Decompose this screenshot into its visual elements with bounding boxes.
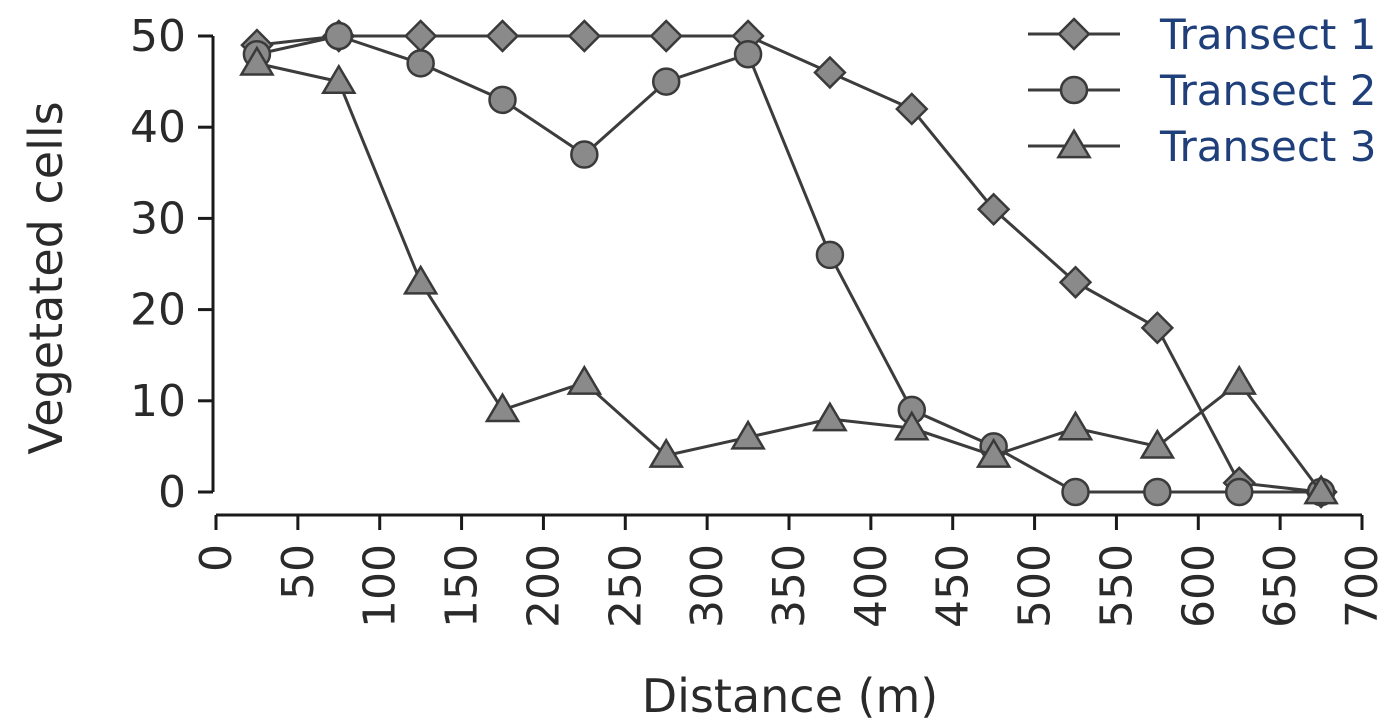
series-1-point-11 — [1058, 265, 1093, 299]
y-tick-label-50: 50 — [130, 11, 186, 62]
x-tick-label-400: 400 — [846, 544, 897, 628]
x-tick-label-500: 500 — [1010, 544, 1061, 628]
series-3-point-6 — [648, 437, 685, 468]
series-2-point-5 — [570, 140, 599, 169]
series-2-point-8 — [815, 240, 845, 270]
legend-marker-1 — [1057, 17, 1091, 51]
series-3-point-10 — [975, 437, 1012, 468]
legend-label-3: Transect 3 — [1159, 122, 1376, 171]
series-1-point-10 — [976, 192, 1011, 226]
series-3-point-12 — [1139, 428, 1176, 459]
series-2-point-13 — [1224, 477, 1254, 507]
series-3-point-4 — [484, 392, 521, 423]
x-axis-title: Distance (m) — [642, 669, 938, 723]
series-3-point-1 — [239, 45, 275, 76]
x-tick-label-0: 0 — [191, 544, 242, 572]
y-tick-label-40: 40 — [130, 102, 186, 153]
series-2-point-4 — [488, 85, 517, 115]
legend-item-3: Transect 3 — [1028, 122, 1376, 171]
series-1-point-12 — [1140, 311, 1175, 345]
series-layer — [239, 19, 1339, 509]
x-tick-label-300: 300 — [682, 544, 733, 628]
series-3-point-11 — [1057, 410, 1094, 441]
series-1-point-5 — [567, 19, 602, 53]
x-tick-label-550: 550 — [1091, 544, 1142, 628]
series-3-point-13 — [1221, 364, 1258, 395]
x-tick-label-250: 250 — [600, 544, 651, 628]
series-3 — [239, 45, 1339, 505]
series-3-point-8 — [812, 401, 848, 432]
y-tick-label-0: 0 — [158, 467, 186, 518]
legend-label-2: Transect 2 — [1159, 66, 1376, 115]
y-tick-label-30: 30 — [130, 193, 186, 244]
series-3-line — [256, 61, 1323, 493]
x-tick-label-50: 50 — [273, 544, 324, 600]
series-2-point-6 — [651, 67, 681, 96]
series-2-point-11 — [1061, 477, 1090, 507]
series-3-point-2 — [320, 63, 357, 94]
x-tick-label-600: 600 — [1173, 544, 1224, 628]
series-2-point-2 — [324, 21, 354, 51]
y-tick-label-20: 20 — [130, 285, 186, 336]
series-3-point-9 — [893, 410, 930, 441]
legend-marker-3 — [1056, 128, 1092, 159]
x-tick-label-350: 350 — [764, 544, 815, 628]
y-axis-title: Vegetated cells — [19, 101, 73, 454]
series-2-point-3 — [406, 49, 435, 78]
legend-item-1: Transect 1 — [1028, 10, 1376, 59]
series-2-point-7 — [733, 39, 763, 69]
series-1-point-9 — [895, 92, 929, 126]
series-1-point-4 — [485, 19, 520, 53]
series-2-point-12 — [1143, 477, 1172, 507]
series-3-point-7 — [730, 419, 766, 450]
x-tick-label-650: 650 — [1255, 544, 1306, 628]
x-tick-label-700: 700 — [1337, 544, 1388, 628]
x-tick-label-100: 100 — [355, 544, 406, 628]
series-1-point-6 — [649, 19, 683, 53]
y-axis: 0 10 20 30 40 50 — [130, 11, 215, 518]
x-tick-label-200: 200 — [518, 544, 569, 628]
legend-marker-2 — [1059, 75, 1089, 105]
legend-label-1: Transect 1 — [1159, 10, 1376, 59]
series-3-point-5 — [566, 364, 603, 395]
x-tick-label-450: 450 — [928, 544, 979, 628]
series-3-point-3 — [402, 264, 439, 295]
x-axis: 0 50 100 150 200 250 300 350 400 450 500 550 600 650 7… — [191, 513, 1388, 628]
legend: Transect 1 Transect 2 Transect 3 — [1028, 10, 1376, 171]
y-tick-label-10: 10 — [130, 376, 186, 427]
legend-item-2: Transect 2 — [1028, 66, 1376, 115]
x-tick-label-150: 150 — [437, 544, 488, 628]
series-3-point-14 — [1303, 474, 1339, 505]
series-1-point-8 — [813, 55, 847, 90]
series-1-point-3 — [403, 19, 438, 53]
